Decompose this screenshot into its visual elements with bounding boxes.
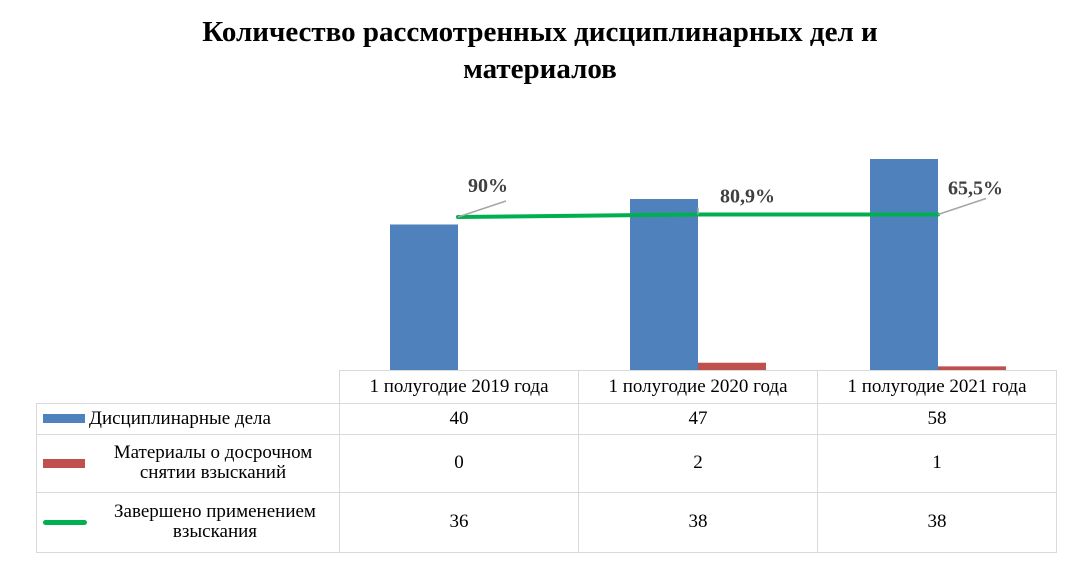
table-header-cell: 1 полугодие 2019 года <box>339 370 579 404</box>
legend-key-bar-red <box>43 458 85 468</box>
table-cell: 38 <box>578 491 818 553</box>
table-cell: 38 <box>817 491 1057 553</box>
bar-disciplinary-cases <box>870 159 938 370</box>
percent-label: 65,5% <box>948 178 1003 200</box>
table-cell: 47 <box>578 402 818 435</box>
chart-title: Количество рассмотренных дисциплинарных … <box>0 14 1080 88</box>
table-row-label: Завершено применением взыскания <box>36 491 340 553</box>
bar-materials-early-removal <box>698 362 766 370</box>
legend-label: Материалы о досрочном снятии взысканий <box>113 442 313 483</box>
bar-disciplinary-cases <box>630 199 698 370</box>
leader-line <box>937 197 987 216</box>
table-row: Дисциплинарные дела 40 47 58 <box>36 402 1057 435</box>
legend-label: Дисциплинарные дела <box>89 407 271 429</box>
table-header-row: 1 полугодие 2019 года 1 полугодие 2020 г… <box>36 370 1057 404</box>
table-row-label: Дисциплинарные дела <box>36 402 340 435</box>
table-row: Завершено применением взыскания 36 38 38 <box>36 491 1057 553</box>
table-cell: 58 <box>817 402 1057 435</box>
table-cell: 0 <box>339 433 579 493</box>
table-cell: 2 <box>578 433 818 493</box>
table-header-cell: 1 полугодие 2021 года <box>817 370 1057 404</box>
table-corner <box>36 370 340 404</box>
legend-label: Завершено применением взыскания <box>114 501 316 542</box>
bar-disciplinary-cases <box>390 224 458 370</box>
legend-key-line-green <box>43 519 87 525</box>
table-cell: 40 <box>339 402 579 435</box>
legend-key-bar-blue <box>43 414 85 423</box>
data-table: 1 полугодие 2019 года 1 полугодие 2020 г… <box>36 370 1057 553</box>
chart-title-line1: Количество рассмотренных дисциплинарных … <box>202 16 878 48</box>
bar-materials-early-removal <box>938 366 1006 370</box>
table-row-label: Материалы о досрочном снятии взысканий <box>36 433 340 493</box>
table-row: Материалы о досрочном снятии взысканий 0… <box>36 433 1057 493</box>
chart-title-line2: материалов <box>463 53 617 85</box>
percent-label: 90% <box>468 175 508 197</box>
percent-label: 80,9% <box>720 186 775 208</box>
table-cell: 36 <box>339 491 579 553</box>
leader-line <box>457 200 507 218</box>
table-cell: 1 <box>817 433 1057 493</box>
table-header-cell: 1 полугодие 2020 года <box>578 370 818 404</box>
